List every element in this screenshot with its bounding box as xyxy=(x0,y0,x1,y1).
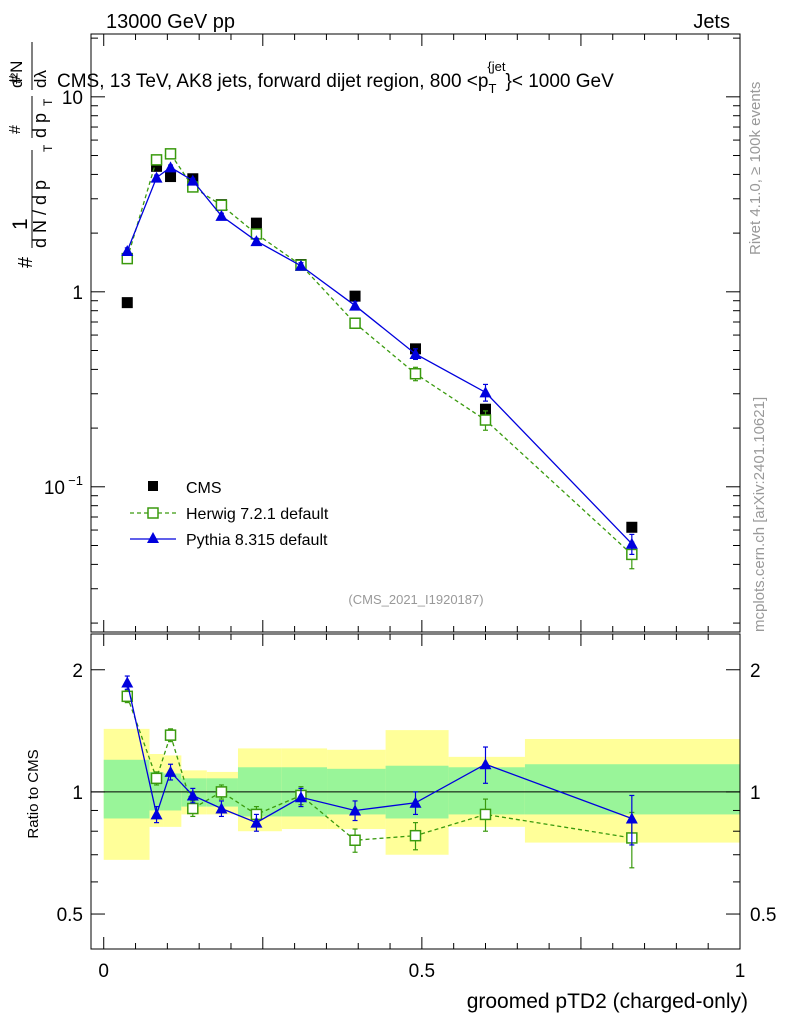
ratio-herwig-point xyxy=(479,808,492,821)
ratio-herwig-point xyxy=(164,729,177,741)
ratio-y-axis-label: Ratio to CMS xyxy=(25,749,42,838)
ylabel-hash-1: # xyxy=(15,256,37,268)
legend-herwig-label: Herwig 7.2.1 default xyxy=(186,506,329,523)
ylabel-dpT-sub: T xyxy=(41,98,55,106)
main-title: CMS, 13 TeV, AK8 jets, forward dijet reg… xyxy=(57,59,614,96)
ylabel-hash-3: # xyxy=(7,75,24,84)
main-pythia-point xyxy=(294,259,307,271)
ratio-band-inner xyxy=(448,767,525,815)
ratio-herwig-point xyxy=(409,829,422,842)
main-pythia-point xyxy=(150,171,163,183)
main-pythia-point xyxy=(349,299,362,311)
ratio-herwig-point xyxy=(121,690,134,703)
main-plot-frame xyxy=(90,33,741,633)
ylabel-dlambda: dλ xyxy=(31,70,50,88)
main-pythia-point xyxy=(250,235,263,247)
y-tick-label-exponent: −1 xyxy=(68,473,83,488)
legend-cms-marker xyxy=(148,481,158,491)
legend-pythia-marker xyxy=(147,532,159,543)
y-tick-label: 1 xyxy=(72,283,83,304)
ratio-axis-ticks: 0 0.5 1 2 2 1 1 0.5 0.5 xyxy=(57,634,776,982)
main-cms-point xyxy=(479,403,491,415)
main-herwig-point xyxy=(479,414,492,426)
analysis-id-annotation: (CMS_2021_I1920187) xyxy=(348,592,483,607)
ratio-pythia-point xyxy=(479,758,492,770)
y-tick-label: 1 xyxy=(72,783,83,804)
header-left: 13000 GeV pp xyxy=(106,11,235,33)
y-tick-label: 0.5 xyxy=(57,905,83,926)
main-herwig-point xyxy=(215,199,228,211)
main-cms-point xyxy=(165,171,177,183)
ratio-herwig-point xyxy=(215,786,228,798)
title-sup: {jet xyxy=(487,59,505,74)
ylabel-d2N: d²N xyxy=(7,61,26,88)
main-y-axis-label: # 1 d N / d p T # d p T # d²N dλ xyxy=(7,42,55,268)
y-tick-label: 10 xyxy=(44,478,65,499)
y-tick-label: 2 xyxy=(72,661,83,682)
main-cms-point xyxy=(349,290,361,302)
ratio-pythia-point xyxy=(250,816,263,828)
main-cms-point xyxy=(250,217,262,229)
title-suffix: }< 1000 GeV xyxy=(505,71,614,92)
ratio-pythia-point xyxy=(349,804,362,816)
title-prefix: CMS, 13 TeV, AK8 jets, forward dijet reg… xyxy=(57,71,488,92)
mcplots-label: mcplots.cern.ch [arXiv:2401.10621] xyxy=(751,397,768,632)
main-herwig-point xyxy=(409,367,422,380)
ratio-band-inner xyxy=(524,764,740,815)
legend-pythia-label: Pythia 8.315 default xyxy=(186,532,328,549)
main-pythia-point xyxy=(215,209,228,221)
legend-herwig-marker xyxy=(147,507,159,519)
ylabel-hash-2: # xyxy=(7,125,24,134)
ratio-pythia-point xyxy=(186,789,199,801)
ylabel-dpT: d p xyxy=(30,113,50,138)
main-series xyxy=(121,148,638,570)
ylabel-dN-dpT: d N / d p xyxy=(30,180,50,248)
ratio-series xyxy=(121,675,638,869)
ratio-herwig-point xyxy=(187,802,199,815)
ratio-pythia-point xyxy=(215,802,228,814)
ratio-pythia-point xyxy=(625,812,638,824)
x-tick-label: 0.5 xyxy=(409,961,435,982)
main-cms-point xyxy=(151,160,163,172)
main-herwig-point xyxy=(164,148,177,160)
x-axis-label: groomed pTD2 (charged-only) xyxy=(467,990,748,1013)
legend-cms-label: CMS xyxy=(186,480,222,497)
y-tick-label-right: 1 xyxy=(750,783,761,804)
y-tick-label-right: 2 xyxy=(750,661,761,682)
rivet-label: Rivet 4.1.0, ≥ 100k events xyxy=(747,82,764,255)
main-pythia-point xyxy=(625,537,638,549)
ratio-pythia-point xyxy=(164,765,177,777)
ylabel-dN-dpT-sub: T xyxy=(41,144,55,152)
ratio-pythia-point xyxy=(294,791,307,803)
ratio-band-inner xyxy=(103,759,150,819)
main-herwig-point xyxy=(349,317,361,329)
y-tick-label-right: 0.5 xyxy=(750,905,776,926)
title-sub: T xyxy=(488,81,496,96)
x-tick-label: 1 xyxy=(735,961,746,982)
main-herwig-point xyxy=(150,154,163,166)
main-pythia-point xyxy=(121,244,134,256)
y-tick-label: 10 xyxy=(62,88,83,109)
ratio-herwig-point xyxy=(349,834,361,847)
ylabel-one: 1 xyxy=(9,218,32,230)
header-right: Jets xyxy=(693,11,730,33)
main-pythia-point xyxy=(164,161,177,173)
ratio-pythia-point xyxy=(409,796,422,808)
ratio-pythia-point xyxy=(121,676,134,688)
main-pythia-point xyxy=(409,347,422,359)
main-pythia-point xyxy=(479,386,492,398)
main-pythia-point xyxy=(186,174,199,186)
ratio-pythia-point xyxy=(150,808,163,820)
ratio-herwig-point xyxy=(150,772,163,785)
legend: CMS Herwig 7.2.1 default Pythia 8.315 de… xyxy=(130,480,329,549)
x-tick-label: 0 xyxy=(98,961,109,982)
main-cms-point xyxy=(121,297,133,309)
main-cms-point xyxy=(626,521,638,533)
